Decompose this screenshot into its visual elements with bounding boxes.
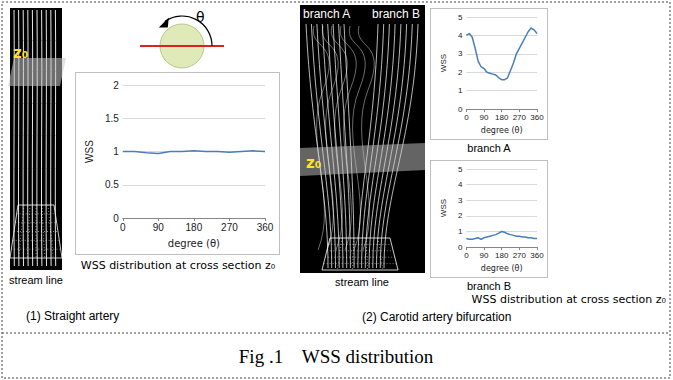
svg-text:branch B: branch B xyxy=(467,280,511,292)
svg-text:stream line: stream line xyxy=(335,276,389,288)
svg-text:1: 1 xyxy=(113,146,119,157)
svg-text:90: 90 xyxy=(480,251,489,260)
svg-text:90: 90 xyxy=(153,222,165,233)
svg-text:360: 360 xyxy=(530,113,544,122)
svg-text:270: 270 xyxy=(221,222,238,233)
svg-text:0: 0 xyxy=(458,243,463,252)
svg-text:0: 0 xyxy=(120,222,126,233)
svg-text:1: 1 xyxy=(458,227,463,236)
svg-text:1.5: 1.5 xyxy=(105,113,119,124)
svg-text:3: 3 xyxy=(458,196,463,205)
svg-text:WSS distribution at cross sect: WSS distribution at cross section z₀ xyxy=(472,293,667,306)
svg-text:0: 0 xyxy=(458,105,463,114)
svg-text:branch A: branch A xyxy=(467,142,511,154)
svg-text:2: 2 xyxy=(458,211,463,220)
svg-text:270: 270 xyxy=(513,113,527,122)
svg-text:WSS: WSS xyxy=(439,54,448,72)
svg-text:WSS: WSS xyxy=(84,140,95,163)
svg-text:180: 180 xyxy=(495,251,509,260)
svg-text:4: 4 xyxy=(458,180,463,189)
svg-text:θ: θ xyxy=(196,9,205,25)
svg-text:WSS distribution at cross sect: WSS distribution at cross section z₀ xyxy=(81,259,276,272)
svg-text:degree (θ): degree (θ) xyxy=(481,126,523,135)
svg-text:0: 0 xyxy=(464,251,469,260)
svg-text:270: 270 xyxy=(513,251,527,260)
svg-text:0: 0 xyxy=(113,213,119,224)
svg-text:0.5: 0.5 xyxy=(105,179,119,190)
svg-text:1: 1 xyxy=(458,86,463,95)
svg-text:stream line: stream line xyxy=(9,274,63,286)
svg-text:(1) Straight artery: (1) Straight artery xyxy=(26,309,119,323)
svg-text:(2) Carotid artery bifurcation: (2) Carotid artery bifurcation xyxy=(362,310,511,324)
svg-text:5: 5 xyxy=(458,13,463,22)
svg-text:5: 5 xyxy=(458,165,463,174)
svg-text:2: 2 xyxy=(113,80,119,91)
svg-text:WSS: WSS xyxy=(439,199,448,217)
svg-text:180: 180 xyxy=(186,222,203,233)
svg-text:4: 4 xyxy=(458,31,463,40)
svg-text:180: 180 xyxy=(495,113,509,122)
svg-text:degree (θ): degree (θ) xyxy=(168,238,220,249)
svg-text:360: 360 xyxy=(257,222,274,233)
svg-text:360: 360 xyxy=(530,251,544,260)
svg-text:Fig .1 WSS distribution: Fig .1 WSS distribution xyxy=(239,346,434,367)
svg-text:degree (θ): degree (θ) xyxy=(481,264,523,273)
svg-text:branch A: branch A xyxy=(303,7,350,21)
svg-text:3: 3 xyxy=(458,49,463,58)
svg-text:branch B: branch B xyxy=(372,7,420,21)
svg-text:z₀: z₀ xyxy=(306,154,321,172)
svg-text:90: 90 xyxy=(480,113,489,122)
svg-text:2: 2 xyxy=(458,68,463,77)
svg-text:z₀: z₀ xyxy=(13,44,28,62)
svg-text:0: 0 xyxy=(464,113,469,122)
